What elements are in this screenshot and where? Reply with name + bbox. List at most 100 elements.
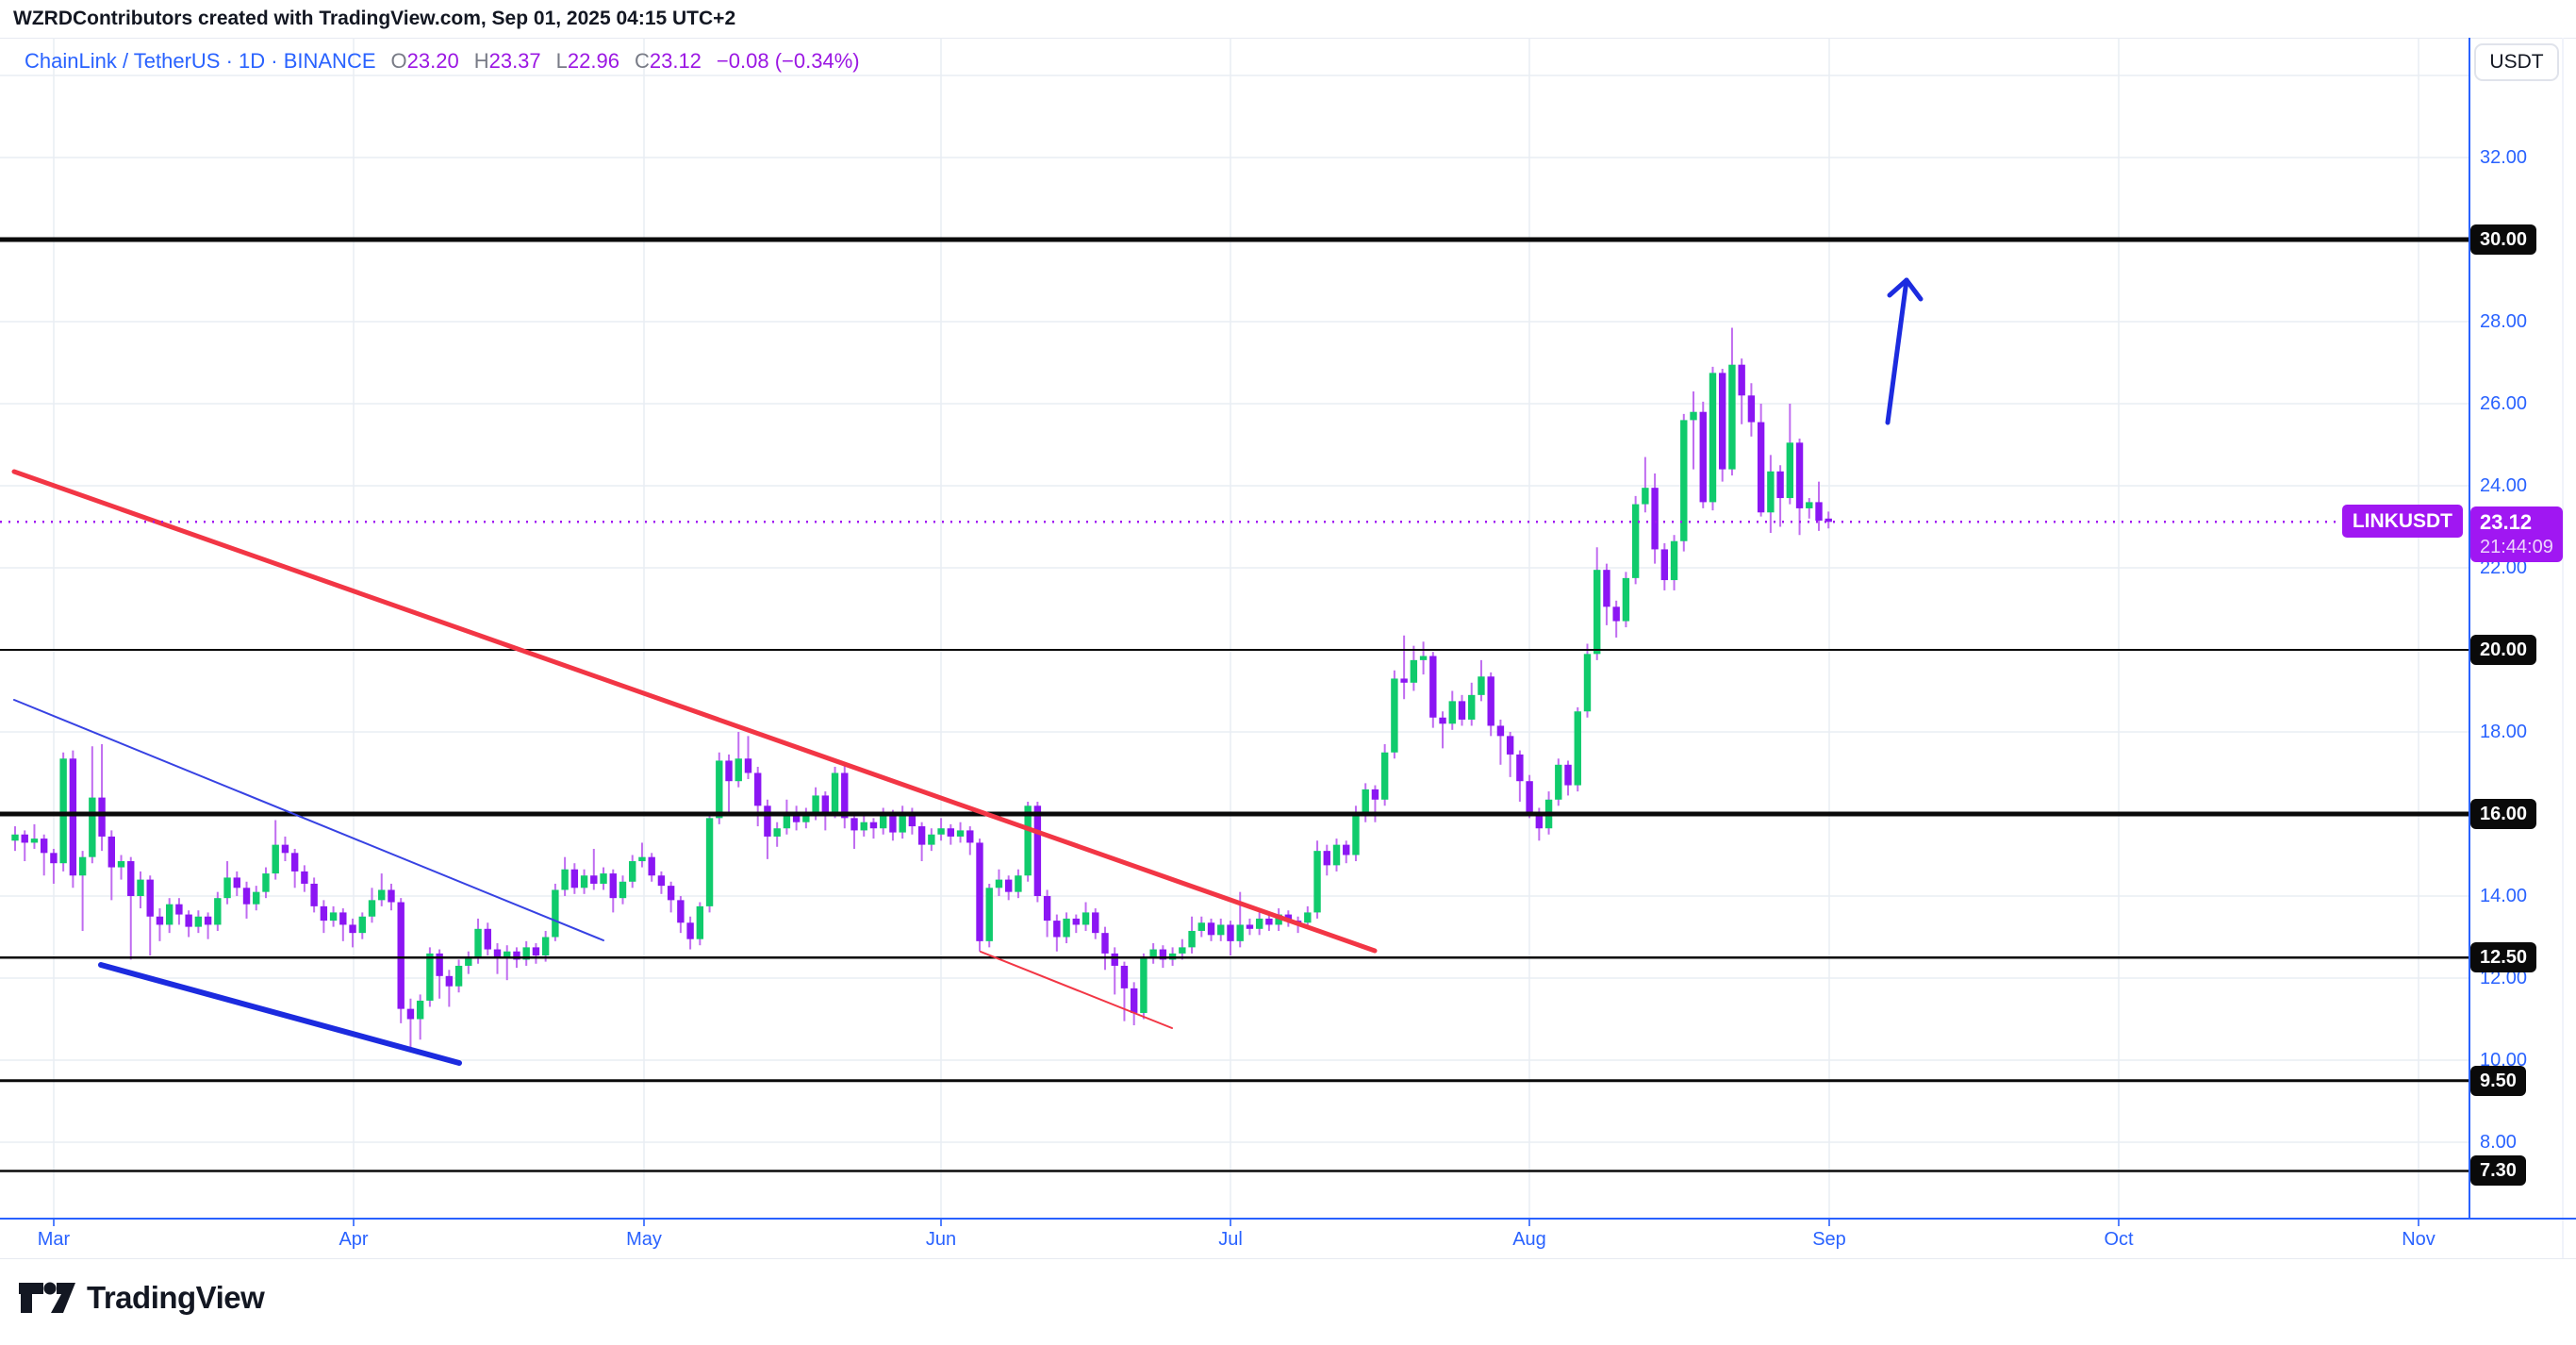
candle-body [378, 889, 386, 901]
candle-body [1806, 502, 1813, 508]
candle-body [917, 826, 926, 845]
candle-body [1631, 504, 1640, 578]
candle-body [1728, 364, 1736, 470]
candle-body [1246, 924, 1254, 929]
candle-body [426, 953, 434, 1001]
candle-body [1612, 606, 1620, 622]
candle-body [107, 836, 115, 868]
candle-body [1380, 752, 1389, 800]
candle-body [1188, 930, 1196, 948]
blue-up-arrow-head [1904, 277, 1924, 302]
footer-divider [0, 1258, 2576, 1259]
candle-body [21, 834, 28, 843]
candle-body [1217, 924, 1225, 936]
price-axis-label: 32.00 [2480, 147, 2528, 168]
candle-body [705, 818, 714, 906]
candle-body [1197, 922, 1205, 931]
price-axis-border [2469, 38, 2470, 1220]
candle-body [648, 856, 655, 876]
candle-body [609, 873, 617, 899]
candle-body [484, 928, 491, 950]
candle-body [1072, 918, 1080, 925]
candle-body [1140, 957, 1148, 1013]
candle-body [1004, 879, 1013, 892]
candle-body [928, 834, 935, 845]
blue-up-arrow [1885, 277, 1909, 425]
candle-body [1120, 965, 1129, 988]
symbol-title[interactable]: ChainLink / TetherUS · 1D · BINANCE [25, 49, 376, 73]
candle-body [1709, 373, 1717, 503]
candle-body [1391, 678, 1398, 753]
candle-body [580, 875, 588, 888]
candle-body [349, 924, 356, 934]
candle-body [1583, 654, 1592, 712]
time-axis-tick [2118, 1220, 2120, 1226]
candle-body [1574, 711, 1581, 786]
candle-body [223, 877, 231, 899]
candle-body [1516, 754, 1524, 782]
price-axis-label: 26.00 [2480, 393, 2528, 414]
candle-body [725, 760, 733, 782]
price-level-badge: 7.30 [2470, 1155, 2526, 1187]
blue-up-arrow-head [1887, 277, 1909, 298]
candle-body [185, 914, 192, 927]
currency-unit-button[interactable]: USDT [2474, 43, 2559, 81]
price-axis-label: 28.00 [2480, 311, 2528, 332]
candle-body [98, 797, 106, 837]
price-level-badge: 9.50 [2470, 1065, 2526, 1096]
candle-body [880, 814, 887, 829]
candle-body [117, 861, 125, 868]
price-axis-label: 22.00 [2480, 557, 2528, 578]
ohlc-close: C23.12 [634, 49, 702, 73]
candle-body [127, 861, 135, 896]
time-axis-tick [353, 1220, 355, 1226]
candle-body [89, 797, 96, 857]
candle-body [329, 912, 338, 922]
candle-body [69, 758, 77, 876]
price-level-badge: 12.50 [2470, 942, 2537, 973]
candle-body [358, 916, 366, 934]
candle-body [1439, 717, 1446, 724]
footer-brand[interactable]: TradingView [17, 1277, 265, 1319]
candle-body [1795, 442, 1804, 508]
candle-body [783, 811, 791, 829]
candle-body [764, 805, 771, 837]
candle-body [40, 839, 48, 854]
axis-right-edge [2562, 38, 2564, 1258]
candle-body [985, 888, 993, 941]
candle-body [937, 828, 945, 835]
candle-body [59, 758, 67, 864]
candle-body [696, 905, 704, 939]
candle-body [841, 772, 849, 819]
candle-body [290, 853, 299, 872]
time-axis-tick [643, 1220, 645, 1226]
candle-body [175, 904, 183, 915]
candle-body [1275, 914, 1282, 925]
red-downtrend-major [11, 469, 1378, 954]
ohlc-low: L22.96 [555, 49, 619, 73]
candle-body [1564, 764, 1572, 786]
candle-body [522, 947, 530, 960]
candle-body [995, 879, 1003, 888]
candle-body [1603, 570, 1610, 607]
red-downtrend-minor [980, 951, 1173, 1029]
time-axis-tick [2418, 1220, 2419, 1226]
time-axis-month-label: Oct [2104, 1229, 2134, 1250]
candle-body [137, 879, 144, 896]
candle-body [1149, 949, 1157, 958]
candle-body [474, 928, 482, 958]
time-axis-tick [1528, 1220, 1530, 1226]
candle-body [908, 811, 916, 827]
current-price-value: 23.12 [2480, 510, 2533, 535]
candle-body [214, 898, 222, 925]
candle-body [281, 844, 289, 854]
candle-body [272, 844, 279, 874]
candle-body [638, 856, 646, 862]
candle-body [860, 822, 867, 831]
candle-body [1410, 659, 1418, 683]
candle-body [397, 902, 405, 1009]
candle-body [1313, 851, 1321, 913]
candle-body [1747, 395, 1756, 423]
candle-body [1207, 922, 1215, 936]
